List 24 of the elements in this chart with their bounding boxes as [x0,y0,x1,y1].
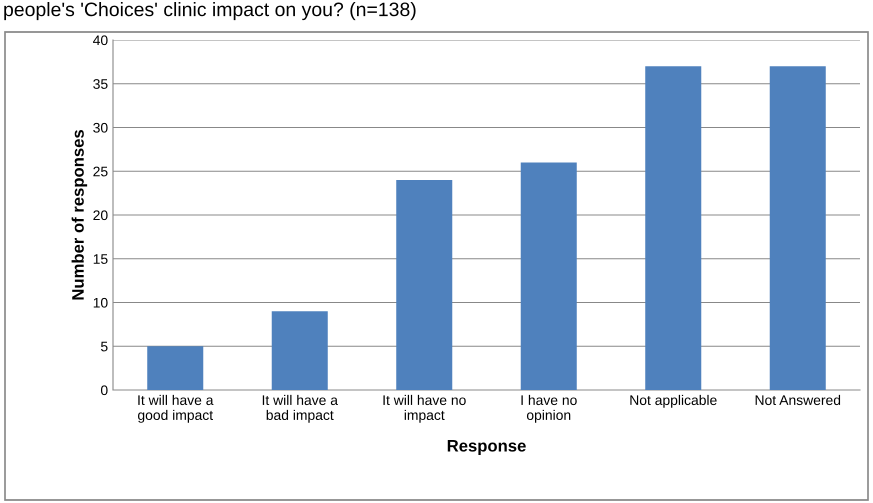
x-tick-label: Not applicable [630,394,717,408]
x-axis-title: Response [448,440,526,455]
x-tick-label: It will have a good impact [138,394,214,423]
bar [770,66,826,390]
bar [645,66,702,390]
y-tick-label: 10 [94,298,108,308]
bar [147,346,204,390]
y-tick-label: 25 [93,166,108,176]
x-tick-label: It will have no impact [383,394,466,423]
y-tick-label: 30 [93,122,108,133]
y-tick-label: 15 [94,254,108,264]
y-tick-label: 40 [93,35,108,46]
y-axis-title: Number of responses [72,130,88,300]
y-tick-label: 35 [93,79,108,89]
x-tick-label: I have no opinion [521,394,577,423]
bar [396,180,452,390]
chart-title: people's 'Choices' clinic impact on you? (n=138) [4,2,416,20]
bar [520,162,577,390]
y-tick-label: 0 [100,385,108,396]
y-tick-label: 5 [100,342,108,352]
y-tick-label: 20 [93,210,108,220]
x-tick-label: Not Answered [756,394,840,406]
x-tick-label: It will have a bad impact [262,394,338,423]
bar [272,311,328,390]
